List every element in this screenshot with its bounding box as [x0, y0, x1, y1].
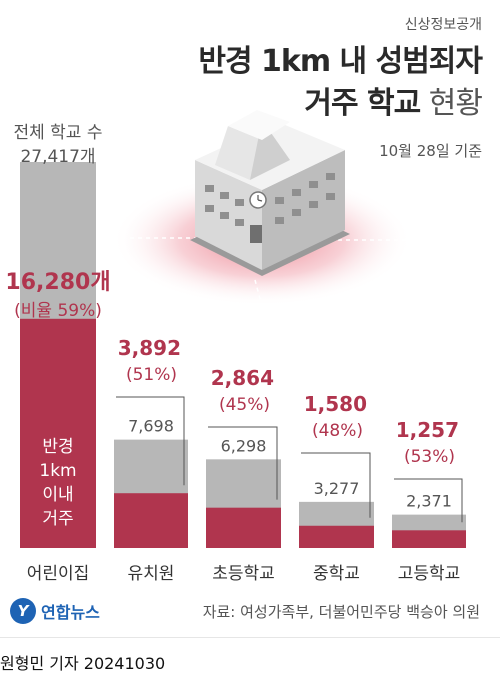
total-label-1: 27,417개	[20, 147, 95, 167]
total-label-3: 6,298	[221, 436, 267, 455]
pct-label-5: (53%)	[404, 447, 455, 467]
title-line-2: 거주 학교 현황	[304, 78, 483, 122]
inside-label-line-4: 거주	[42, 509, 73, 529]
inside-label-line-3: 이내	[42, 485, 73, 505]
count-label-5: 1,257	[396, 418, 459, 442]
count-label-3: 2,864	[211, 366, 274, 390]
chart: 어린이집 전체 학교 수 27,417개 16,280개 (비율 59%) 반경 1km 이내…	[5, 110, 466, 584]
leader-line-4	[301, 452, 371, 518]
yonhap-logo: Y 연합뉴스	[10, 598, 100, 624]
kicker-text: 신상정보공개	[404, 17, 482, 33]
category-label-1: 어린이집	[27, 564, 90, 584]
total-label-5: 2,371	[406, 492, 452, 511]
count-label-4: 1,580	[304, 392, 367, 416]
inside-label-line-1: 반경	[42, 437, 73, 457]
leader-line-3	[208, 426, 278, 500]
total-label-4: 3,277	[314, 479, 360, 498]
bar-near-3	[206, 507, 281, 548]
category-label-4: 중학교	[313, 564, 360, 584]
bar-near-5	[392, 530, 466, 548]
footer-divider	[0, 637, 500, 638]
category-label-3: 초등학교	[212, 564, 275, 584]
leader-line-2	[116, 396, 185, 486]
title-line-1: 반경 1km 내 성범죄자	[198, 44, 483, 79]
yonhap-logo-text: 연합뉴스	[41, 603, 100, 622]
total-heading-label: 전체 학교 수	[13, 123, 102, 143]
category-label-2: 유치원	[128, 564, 175, 584]
title-line-2-light: 현황	[428, 86, 483, 121]
yonhap-logo-mark: Y	[10, 598, 36, 624]
count-label-2: 3,892	[118, 336, 181, 360]
source-text: 자료: 여성가족부, 더불어민주당 백승아 의원	[202, 603, 480, 621]
title-line-2-bold: 거주 학교	[304, 86, 421, 121]
bar-near-4	[299, 525, 374, 548]
pct-label-4: (48%)	[312, 421, 363, 441]
school-building-illustration	[112, 110, 412, 319]
pct-label-3: (45%)	[219, 395, 270, 415]
leader-line-5	[394, 478, 463, 523]
category-label-5: 고등학교	[398, 564, 461, 584]
count-label-1: 16,280개	[5, 270, 110, 295]
pct-label-2: (51%)	[126, 365, 177, 385]
inside-label-line-2: 1km	[39, 461, 76, 481]
date-text: 10월 28일 기준	[379, 142, 482, 160]
bar-near-2	[114, 493, 188, 548]
total-label-2: 7,698	[128, 417, 174, 436]
credit-text: 원형민 기자 20241030	[0, 654, 166, 673]
pct-label-1: (비율 59%)	[14, 301, 102, 321]
bar-near-1	[20, 318, 96, 548]
